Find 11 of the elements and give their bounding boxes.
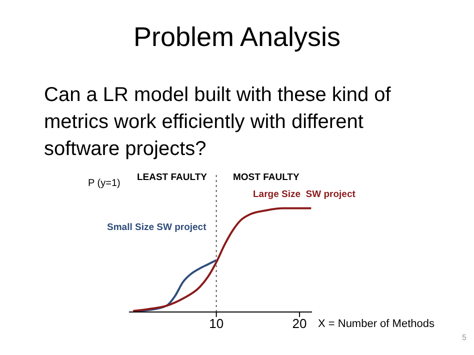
text: 5 <box>462 333 466 342</box>
chart-title: Problem Analysis <box>132 22 342 53</box>
series-label: Large Size SW project <box>253 189 356 200</box>
x-axis-title: X = Number of Methods <box>318 318 434 330</box>
text: MOST FAULTY <box>233 172 300 183</box>
x-tick-label: 20 <box>292 316 307 332</box>
x-tick-label: 10 <box>209 316 224 332</box>
text: Small Size SW project <box>107 222 206 233</box>
y-axis-title: P (y=1) <box>88 178 120 189</box>
text: LEAST FAULTY <box>136 172 207 183</box>
chart-subtitle: Can a LR model built with these kind of metrics work efficiently with different software projects? <box>44 83 392 162</box>
